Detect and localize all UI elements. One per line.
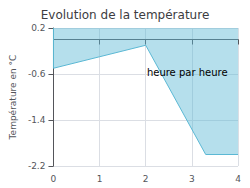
svg-text:2: 2	[143, 174, 149, 184]
svg-text:4: 4	[235, 174, 241, 184]
svg-text:heure par heure: heure par heure	[147, 67, 228, 78]
svg-text:Evolution de la température: Evolution de la température	[41, 8, 210, 22]
svg-text:1: 1	[97, 174, 103, 184]
svg-text:-2.2: -2.2	[28, 161, 46, 171]
svg-text:Température en °C: Température en °C	[8, 55, 18, 141]
svg-text:0.2: 0.2	[31, 23, 45, 33]
svg-text:-1.4: -1.4	[28, 115, 46, 125]
svg-text:-0.6: -0.6	[28, 69, 46, 79]
svg-text:3: 3	[189, 174, 195, 184]
svg-text:0: 0	[51, 174, 57, 184]
